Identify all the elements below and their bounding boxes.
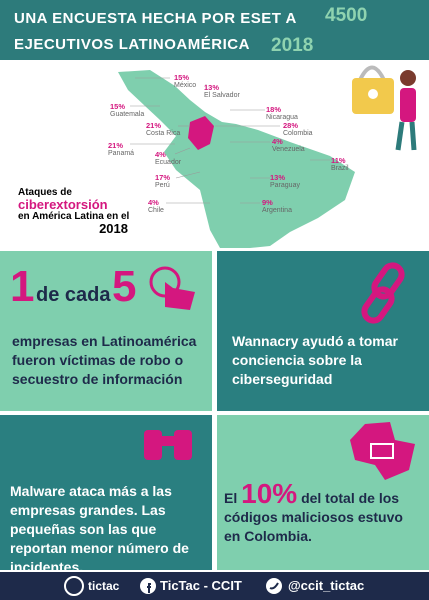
panel-text: El 10% del total de los códigos malicios… xyxy=(224,480,422,546)
map-percent: 15% xyxy=(110,102,126,111)
footer-facebook[interactable]: TicTac - CCIT xyxy=(160,578,242,593)
map-country: Panamá xyxy=(108,150,135,157)
map-country: Paraguay xyxy=(270,182,300,189)
click-icon xyxy=(149,266,195,310)
logo-icon xyxy=(64,576,84,596)
panel-prefix: El xyxy=(224,490,238,506)
caption: Ataques de ciberextorsión en América Lat… xyxy=(18,187,129,235)
panel xyxy=(217,251,429,411)
map-country: Costa Rica xyxy=(146,130,181,137)
caption-highlight: ciberextorsión xyxy=(18,197,108,212)
map-percent: 4% xyxy=(148,198,159,207)
lock-illustration xyxy=(352,65,417,151)
map xyxy=(118,65,417,248)
big-number: 5 xyxy=(112,262,137,311)
colombia-icon xyxy=(350,422,415,480)
facebook-icon xyxy=(140,578,156,594)
panel-text: del total de los códigos maliciosos estu… xyxy=(224,490,403,544)
binoculars-icon xyxy=(144,430,192,460)
header xyxy=(0,0,429,60)
caption-line: Ataques de xyxy=(18,187,72,198)
caption-line: en América Latina en el xyxy=(18,211,130,222)
latam-shape xyxy=(118,70,355,248)
title-highlight: 4500 xyxy=(325,5,368,26)
panel-text: empresas en Latinoamérica fueron víctima… xyxy=(12,333,197,387)
map-percent: 15% xyxy=(174,73,190,82)
title-highlight: 2018 xyxy=(271,35,314,56)
big-number: 10% xyxy=(241,478,298,509)
map-percent: 11% xyxy=(331,156,346,165)
panel xyxy=(0,251,212,411)
map-country: Ecuador xyxy=(155,159,182,166)
map-percent: 18% xyxy=(266,105,282,114)
map-percent: 17% xyxy=(155,173,171,182)
panel-text: Malware ataca más a las empresas grandes… xyxy=(10,483,189,575)
big-number: 1 xyxy=(10,262,35,311)
map-percent: 4% xyxy=(155,150,166,159)
twitter-icon xyxy=(266,578,282,594)
map-percent: 21% xyxy=(146,121,162,130)
title-line: EJECUTIVOS LATINOAMÉRICA xyxy=(14,36,250,53)
map-country: Chile xyxy=(148,207,164,214)
map-country: México xyxy=(174,82,197,89)
map-percent: 4% xyxy=(272,137,283,146)
title-line: UNA ENCUESTA HECHA POR ESET A xyxy=(14,10,297,27)
map-percent: 13% xyxy=(204,83,220,92)
map-country: Nicaragua xyxy=(266,114,298,121)
panel-text: Wannacry ayudó a tomar conciencia sobre … xyxy=(232,333,398,387)
map-percent: 9% xyxy=(262,198,273,207)
colombia-shape xyxy=(188,116,214,150)
map-country: Venezuela xyxy=(272,146,305,153)
panel-middle: de cada xyxy=(36,284,111,306)
map-country: Perú xyxy=(155,182,170,189)
map-percent: 13% xyxy=(270,173,286,182)
map-percent: 28% xyxy=(283,121,299,130)
footer-logo: tictac xyxy=(88,579,120,593)
map-percent: 21% xyxy=(108,141,124,150)
chain-icon xyxy=(361,262,405,324)
map-country: Colombia xyxy=(283,130,313,137)
leader-lines xyxy=(130,77,330,204)
map-country: Argentina xyxy=(262,207,292,214)
caption-year: 2018 xyxy=(99,221,128,236)
map-country: El Salvador xyxy=(204,92,240,99)
map-country: Guatemala xyxy=(110,111,145,118)
footer-twitter[interactable]: @ccit_tictac xyxy=(288,578,365,593)
map-country: Brazil xyxy=(331,165,349,172)
